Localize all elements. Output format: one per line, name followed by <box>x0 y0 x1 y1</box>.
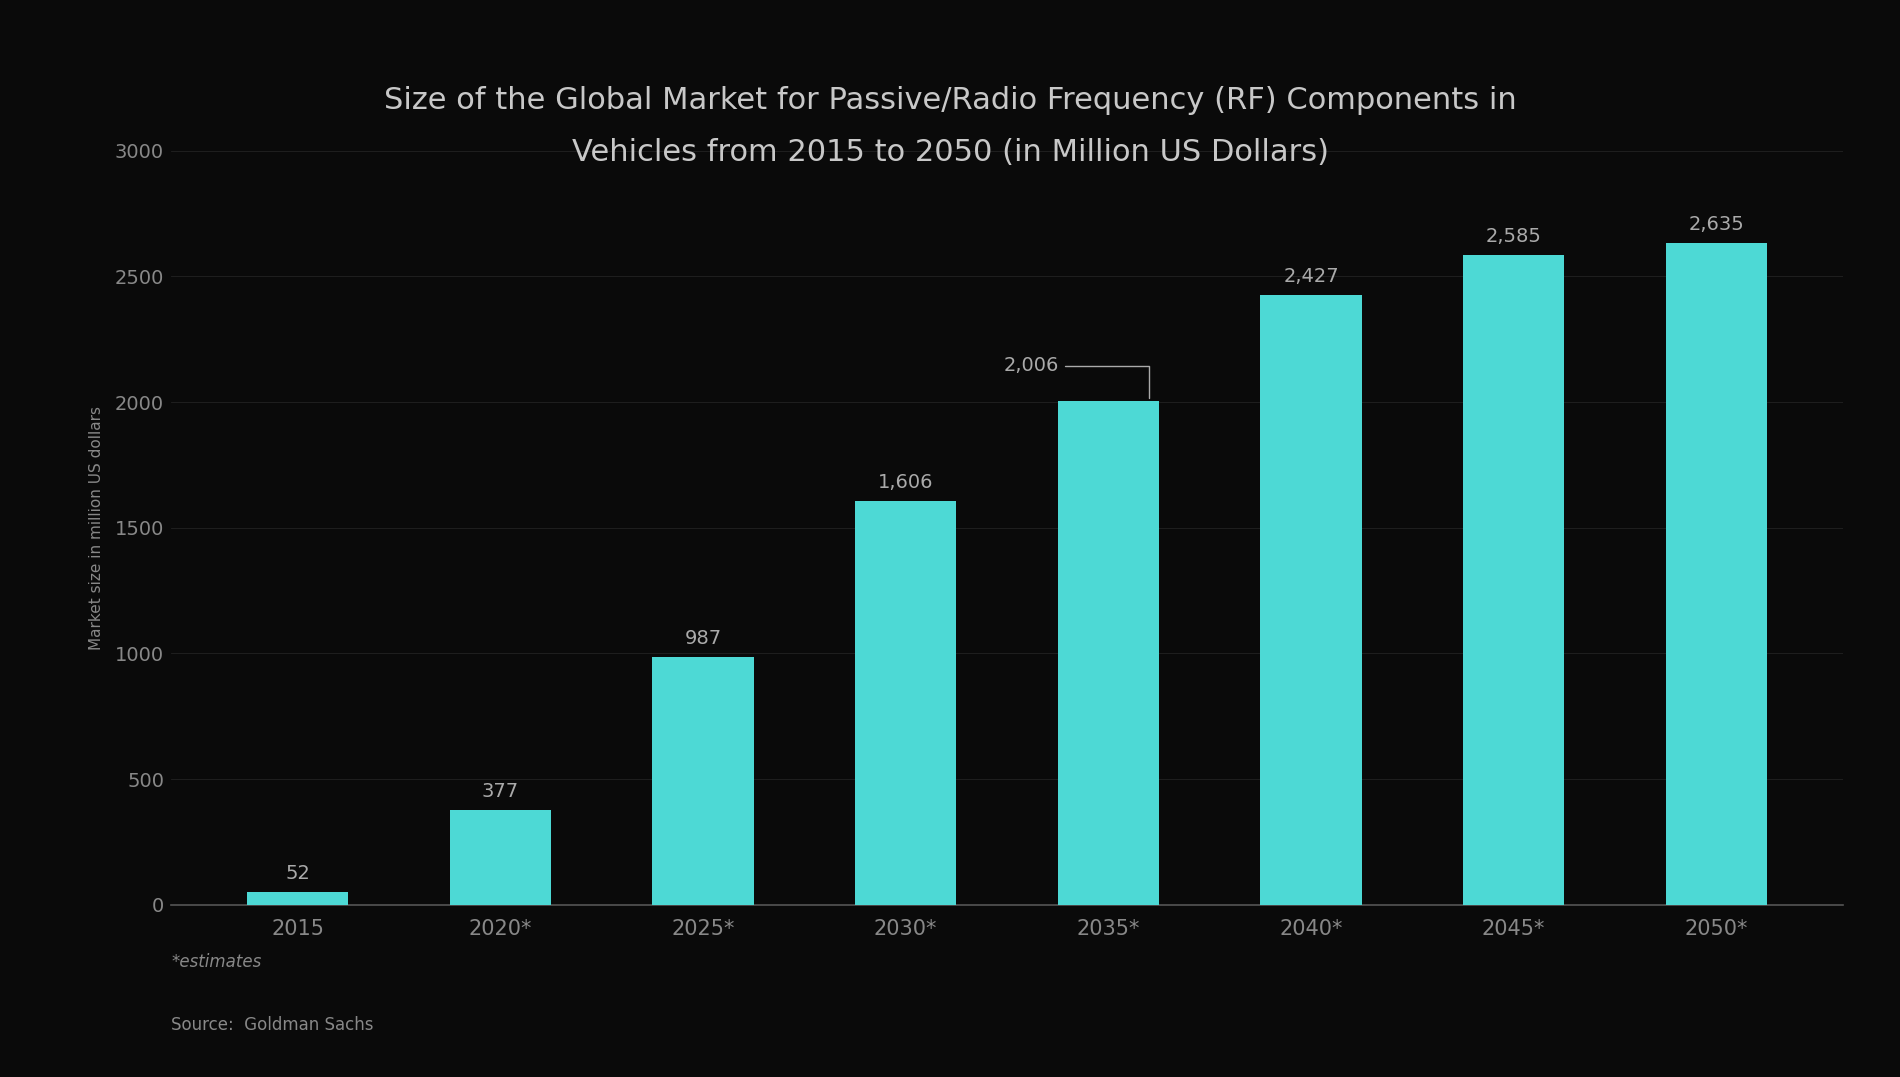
Text: 2,427: 2,427 <box>1282 267 1339 286</box>
Text: 377: 377 <box>483 782 519 801</box>
Bar <box>1058 401 1159 905</box>
Bar <box>652 657 754 905</box>
Bar <box>1463 255 1564 905</box>
Text: 2,006: 2,006 <box>1003 356 1150 397</box>
Bar <box>247 892 348 905</box>
Bar <box>1666 242 1767 905</box>
Text: *estimates: *estimates <box>171 953 260 971</box>
Bar <box>450 810 551 905</box>
Y-axis label: Market size in million US dollars: Market size in million US dollars <box>89 406 104 649</box>
Text: 2,585: 2,585 <box>1486 227 1541 247</box>
Text: 987: 987 <box>684 629 722 648</box>
Bar <box>855 501 956 905</box>
Text: Source:  Goldman Sachs: Source: Goldman Sachs <box>171 1017 374 1034</box>
Text: 2,635: 2,635 <box>1689 214 1744 234</box>
Text: Size of the Global Market for Passive/Radio Frequency (RF) Components in
Vehicle: Size of the Global Market for Passive/Ra… <box>384 86 1516 167</box>
Text: 1,606: 1,606 <box>878 473 933 492</box>
Bar <box>1260 295 1362 905</box>
Text: 52: 52 <box>285 864 310 883</box>
